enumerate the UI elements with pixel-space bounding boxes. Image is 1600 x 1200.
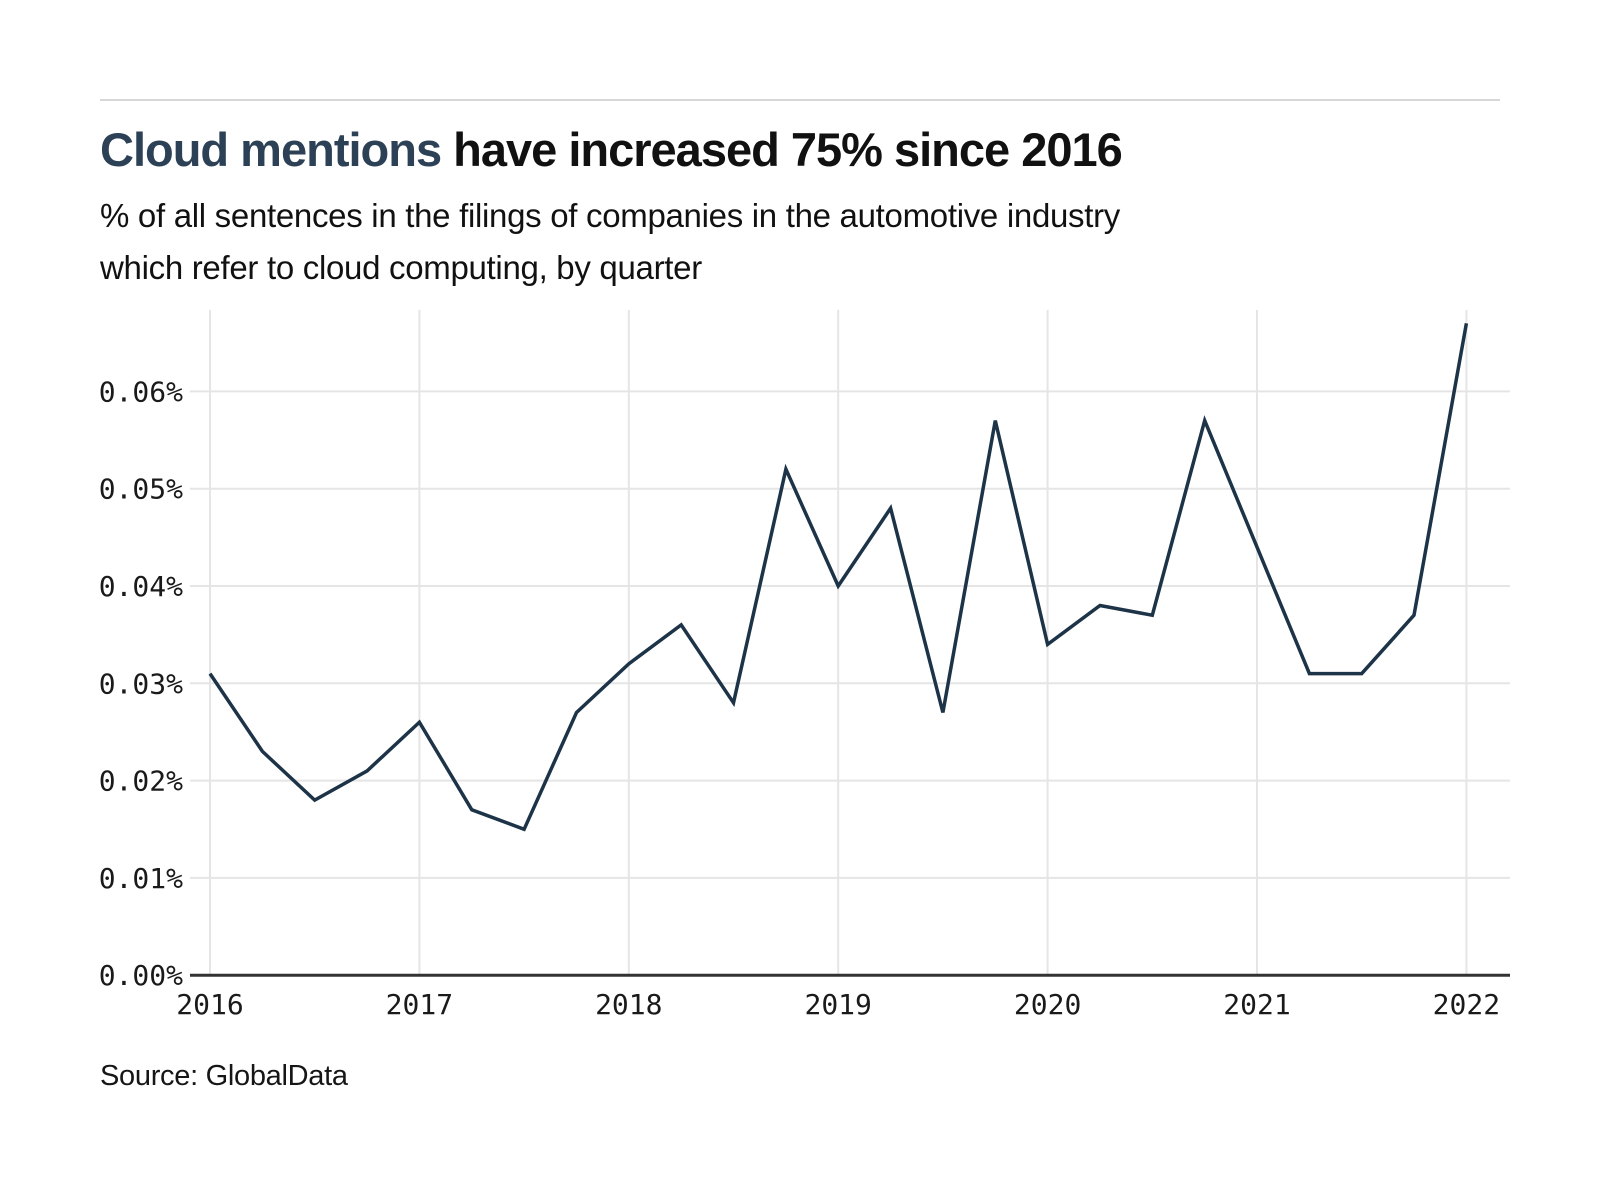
top-divider: [100, 99, 1500, 101]
y-tick-label: 0.03%: [99, 667, 183, 700]
x-tick-label: 2016: [176, 988, 243, 1021]
x-tick-label: 2022: [1433, 988, 1500, 1021]
x-tick-label: 2018: [595, 988, 662, 1021]
source-note: Source: GlobalData: [100, 1060, 348, 1092]
y-tick-label: 0.01%: [99, 862, 183, 895]
y-tick-label: 0.00%: [99, 959, 183, 992]
y-tick-label: 0.04%: [99, 570, 183, 603]
y-tick-label: 0.05%: [99, 473, 183, 506]
chart-title: Cloud mentions have increased 75% since …: [100, 122, 1123, 177]
x-tick-label: 2020: [1014, 988, 1081, 1021]
x-tick-label: 2017: [386, 988, 453, 1021]
chart-subtitle-line2: which refer to cloud computing, by quart…: [100, 249, 702, 286]
chart-subtitle: % of all sentences in the filings of com…: [100, 190, 1280, 294]
chart-title-accent: Cloud mentions: [100, 123, 442, 176]
x-tick-label: 2019: [804, 988, 871, 1021]
chart-subtitle-line1: % of all sentences in the filings of com…: [100, 197, 1121, 234]
x-tick-label: 2021: [1223, 988, 1290, 1021]
y-tick-label: 0.02%: [99, 765, 183, 798]
y-tick-label: 0.06%: [99, 375, 183, 408]
data-line: [208, 322, 1469, 832]
chart-title-rest: have increased 75% since 2016: [441, 123, 1123, 176]
